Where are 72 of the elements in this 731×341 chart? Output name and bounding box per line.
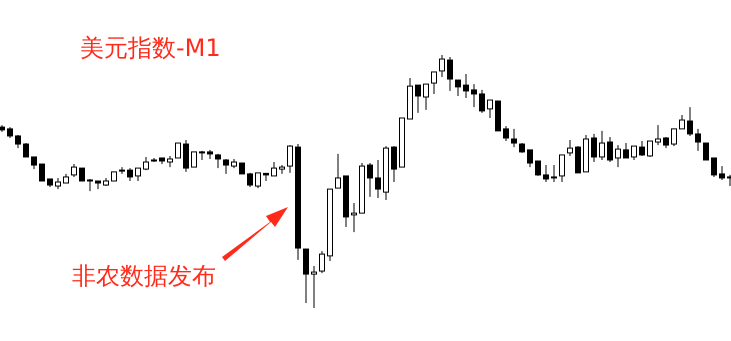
candlestick (615, 144, 621, 168)
candlestick (479, 89, 485, 114)
candlestick (511, 128, 517, 148)
candlestick (247, 172, 253, 188)
candlestick (79, 168, 85, 182)
candlestick (591, 133, 597, 163)
candlestick (31, 156, 37, 170)
candlestick (647, 140, 653, 158)
candlestick (663, 136, 669, 149)
candlestick (631, 146, 637, 160)
candlestick (127, 168, 133, 182)
candlestick (239, 162, 245, 174)
candlestick (719, 166, 725, 180)
candlestick (367, 162, 373, 198)
candlestick (415, 84, 421, 114)
candlestick (63, 173, 69, 184)
candlestick (15, 134, 21, 149)
candlestick (135, 168, 141, 182)
candlestick (679, 114, 685, 130)
candlestick (255, 172, 261, 189)
chart-title: 美元指数-M1 (80, 34, 221, 62)
candlestick (455, 80, 461, 96)
candlestick (87, 178, 93, 192)
candlestick (23, 142, 29, 158)
candlestick (687, 106, 693, 136)
candlestick (463, 73, 469, 99)
candlestick (559, 154, 565, 183)
candlestick (143, 156, 149, 171)
candlestick (535, 160, 541, 176)
candlestick (655, 124, 661, 146)
candlestick (175, 142, 181, 158)
candlestick (215, 153, 221, 169)
candlestick (167, 155, 173, 168)
candlestick (311, 266, 317, 308)
candlestick (703, 142, 709, 160)
candlestick (623, 142, 629, 158)
annotation: 非农数据发布 (72, 262, 216, 290)
candlestick (319, 250, 325, 274)
candlestick (335, 153, 341, 189)
candlestick (671, 128, 677, 147)
candlestick (111, 171, 117, 182)
candlestick (191, 151, 197, 168)
candlestick (351, 202, 357, 233)
candlestick (607, 136, 613, 163)
candlestick (471, 84, 477, 108)
candlestick (519, 142, 525, 154)
candlestick (551, 164, 557, 183)
candlestick (439, 54, 445, 78)
candlestick (375, 159, 381, 198)
candlestick (7, 126, 13, 138)
candlestick (391, 146, 397, 183)
candlestick (599, 130, 605, 160)
candlestick (423, 84, 429, 110)
candlestick (639, 140, 645, 156)
candlestick (543, 164, 549, 183)
candlestick (487, 100, 493, 118)
candlestick (71, 164, 77, 178)
candlestick (55, 177, 61, 190)
candlestick (223, 158, 229, 174)
candlestick (231, 158, 237, 169)
candlestick (199, 150, 205, 160)
candlestick (527, 149, 533, 168)
candlestick (447, 56, 453, 92)
candlestick (567, 140, 573, 156)
candlestick (503, 126, 509, 142)
candlestick (287, 144, 293, 174)
candlestick (711, 157, 717, 178)
candlestick (695, 128, 701, 152)
candlestick (431, 71, 437, 94)
candlestick (39, 164, 45, 182)
candlestick (271, 162, 277, 176)
candlestick (207, 149, 213, 160)
